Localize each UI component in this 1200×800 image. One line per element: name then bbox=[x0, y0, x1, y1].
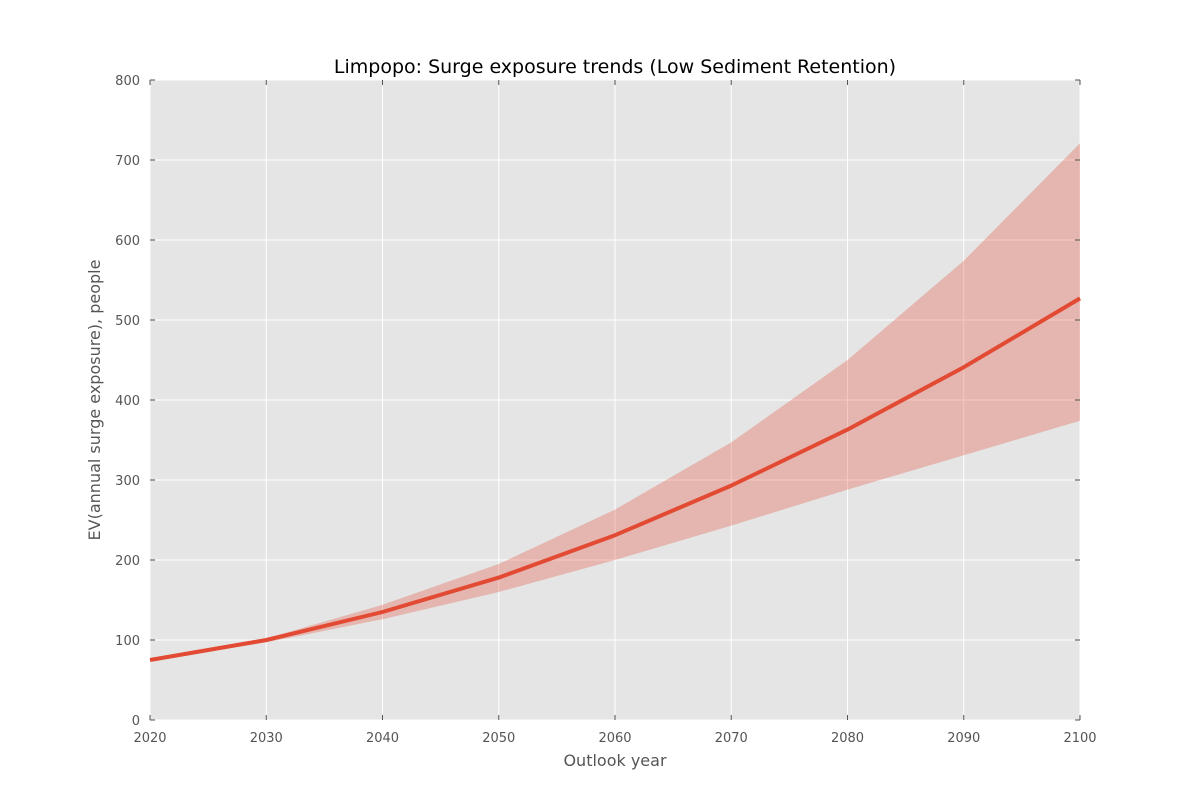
y-tick-label: 300 bbox=[115, 474, 140, 489]
y-axis-label: EV(annual surge exposure), people bbox=[85, 260, 104, 541]
axis-ticks bbox=[149, 79, 1081, 721]
y-tick-labels: 0 100 200 300 400 500 600 700 800 bbox=[115, 74, 140, 729]
x-axis-label: Outlook year bbox=[563, 751, 667, 770]
x-tick-label: 2050 bbox=[482, 731, 515, 746]
x-tick-label: 2020 bbox=[133, 731, 166, 746]
chart-title: Limpopo: Surge exposure trends (Low Sedi… bbox=[334, 56, 896, 78]
x-tick-label: 2070 bbox=[715, 731, 748, 746]
x-tick-label: 2060 bbox=[598, 731, 631, 746]
x-tick-label: 2030 bbox=[250, 731, 283, 746]
y-tick-label: 0 bbox=[132, 714, 140, 729]
y-tick-label: 500 bbox=[115, 314, 140, 329]
uncertainty-band bbox=[150, 143, 1080, 660]
y-tick-label: 800 bbox=[115, 74, 140, 89]
x-tick-label: 2080 bbox=[831, 731, 864, 746]
uncertainty-band-layer bbox=[150, 143, 1080, 660]
y-tick-label: 600 bbox=[115, 234, 140, 249]
x-tick-label: 2040 bbox=[366, 731, 399, 746]
y-tick-label: 400 bbox=[115, 394, 140, 409]
series-line-layer bbox=[149, 296, 1082, 662]
x-tick-labels: 2020 2030 2040 2050 2060 2070 2080 2090 2100 bbox=[133, 731, 1096, 746]
y-tick-label: 100 bbox=[115, 634, 140, 649]
y-tick-label: 200 bbox=[115, 554, 140, 569]
y-tick-label: 700 bbox=[115, 154, 140, 169]
x-tick-label: 2090 bbox=[947, 731, 980, 746]
x-tick-label: 2100 bbox=[1063, 731, 1096, 746]
